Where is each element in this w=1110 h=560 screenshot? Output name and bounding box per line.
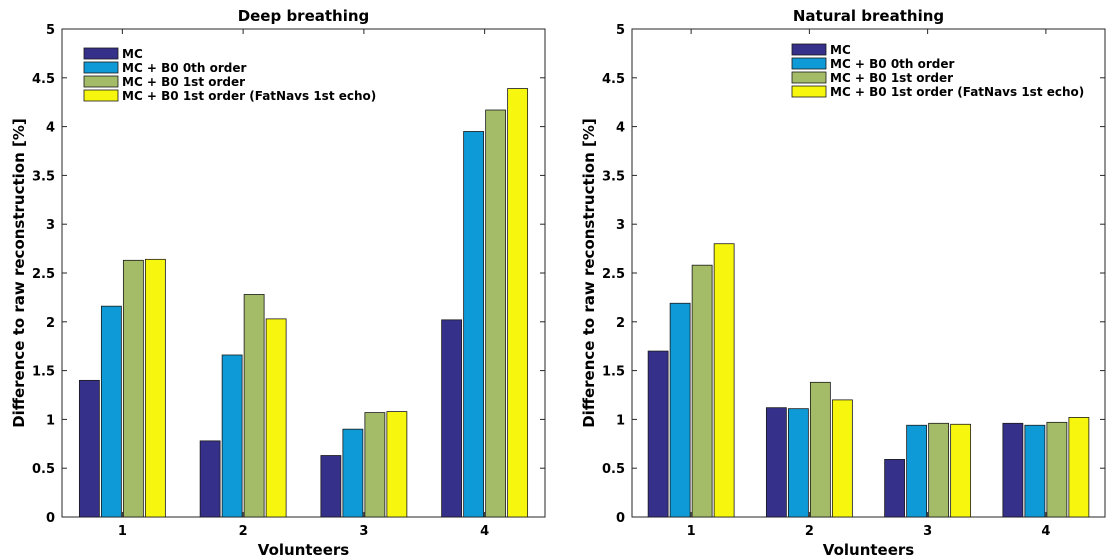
x-tick-label: 3 xyxy=(359,524,368,539)
bar-1-cat-3 xyxy=(320,455,342,518)
legend-swatch xyxy=(83,75,119,88)
bar-4-cat-2 xyxy=(265,318,287,518)
bar-4-cat-4 xyxy=(507,88,529,518)
y-tick-label: 4.5 xyxy=(32,72,55,87)
chart-title: Natural breathing xyxy=(793,7,944,25)
legend-label: MC + B0 1st order xyxy=(830,71,953,85)
y-tick-label: 1 xyxy=(46,413,55,428)
bar-2-cat-4 xyxy=(1024,424,1046,518)
legend-label: MC xyxy=(122,47,143,61)
bar-2-cat-2 xyxy=(221,354,243,518)
y-tick-label: 3 xyxy=(616,218,625,233)
y-tick-label: 2 xyxy=(46,316,55,331)
legend-label: MC + B0 1st order xyxy=(122,75,245,89)
legend-label: MC + B0 0th order xyxy=(122,61,247,75)
x-tick-label: 3 xyxy=(923,524,932,539)
bar-1-cat-4 xyxy=(1002,422,1024,518)
legend-swatch xyxy=(83,47,119,60)
y-tick-label: 5 xyxy=(616,23,625,38)
bar-2-cat-3 xyxy=(906,424,928,518)
y-tick-label: 1 xyxy=(616,413,625,428)
y-tick-label: 2.5 xyxy=(32,267,55,282)
bar-1-cat-1 xyxy=(647,350,669,518)
bar-3-cat-2 xyxy=(809,381,831,518)
bar-4-cat-3 xyxy=(386,411,408,518)
chart-panel-2: 0 0.5 1 1.5 2 2.5 3 3.5 4 4.5 5 1 2 3 4 Natural breathi… xyxy=(580,7,1106,559)
x-axis-label: Volunteers xyxy=(258,541,350,559)
y-tick-label: 0 xyxy=(46,511,55,526)
legend-swatch xyxy=(791,57,827,70)
legend-swatch xyxy=(83,61,119,74)
y-tick-label: 4 xyxy=(616,121,625,136)
bar-4-cat-1 xyxy=(713,243,735,518)
bar-3-cat-1 xyxy=(691,264,713,518)
bar-3-cat-3 xyxy=(928,422,950,518)
bar-2-cat-4 xyxy=(463,131,485,518)
y-axis-label: Difference to raw reconstruction [%] xyxy=(580,118,598,428)
y-tick-label: 0.5 xyxy=(602,462,625,477)
y-tick-label: 3.5 xyxy=(32,169,55,184)
y-tick-label: 2 xyxy=(616,316,625,331)
y-axis-label: Difference to raw reconstruction [%] xyxy=(10,118,28,428)
y-tick-label: 4 xyxy=(46,121,55,136)
bar-1-cat-3 xyxy=(884,459,906,518)
legend-swatch xyxy=(791,43,827,56)
legend-label: MC + B0 1st order (FatNavs 1st echo) xyxy=(122,89,376,103)
y-tick-label: 0.5 xyxy=(32,462,55,477)
bar-1-cat-2 xyxy=(199,440,221,518)
x-tick-label: 4 xyxy=(1041,524,1050,539)
x-tick-label: 4 xyxy=(480,524,489,539)
bar-3-cat-3 xyxy=(364,412,386,518)
bar-4-cat-4 xyxy=(1068,417,1090,518)
y-tick-label: 0 xyxy=(616,511,625,526)
y-tick-label: 2.5 xyxy=(602,267,625,282)
bar-2-cat-1 xyxy=(669,302,691,518)
bar-2-cat-3 xyxy=(342,428,364,518)
legend-label: MC + B0 1st order (FatNavs 1st echo) xyxy=(830,85,1084,99)
chart-title: Deep breathing xyxy=(238,7,370,25)
bar-4-cat-3 xyxy=(950,423,972,518)
legend-label: MC + B0 0th order xyxy=(830,57,955,71)
x-axis-label: Volunteers xyxy=(823,541,915,559)
chart-panel-1: 0 0.5 1 1.5 2 2.5 3 3.5 4 4.5 5 1 2 3 4 Deep breathing V… xyxy=(10,7,546,559)
bar-2-cat-1 xyxy=(100,305,122,518)
x-tick-label: 2 xyxy=(239,524,248,539)
x-tick-label: 1 xyxy=(118,524,127,539)
bar-2-cat-2 xyxy=(787,408,809,518)
legend-swatch xyxy=(791,85,827,98)
bar-3-cat-2 xyxy=(243,294,265,518)
x-tick-label: 1 xyxy=(687,524,696,539)
y-tick-label: 1.5 xyxy=(32,365,55,380)
legend-swatch xyxy=(83,89,119,102)
bar-3-cat-4 xyxy=(485,109,507,518)
y-tick-label: 3.5 xyxy=(602,169,625,184)
bar-1-cat-1 xyxy=(78,379,100,518)
y-tick-label: 3 xyxy=(46,218,55,233)
bar-3-cat-1 xyxy=(122,259,144,518)
y-tick-label: 4.5 xyxy=(602,72,625,87)
bar-4-cat-2 xyxy=(831,399,853,518)
legend-label: MC xyxy=(830,43,851,57)
bar-1-cat-4 xyxy=(441,319,463,518)
x-tick-label: 2 xyxy=(805,524,814,539)
bar-1-cat-2 xyxy=(765,407,787,518)
bar-3-cat-4 xyxy=(1046,421,1068,518)
y-tick-label: 1.5 xyxy=(602,365,625,380)
bar-4-cat-1 xyxy=(144,258,166,518)
legend-swatch xyxy=(791,71,827,84)
y-tick-label: 5 xyxy=(46,23,55,38)
